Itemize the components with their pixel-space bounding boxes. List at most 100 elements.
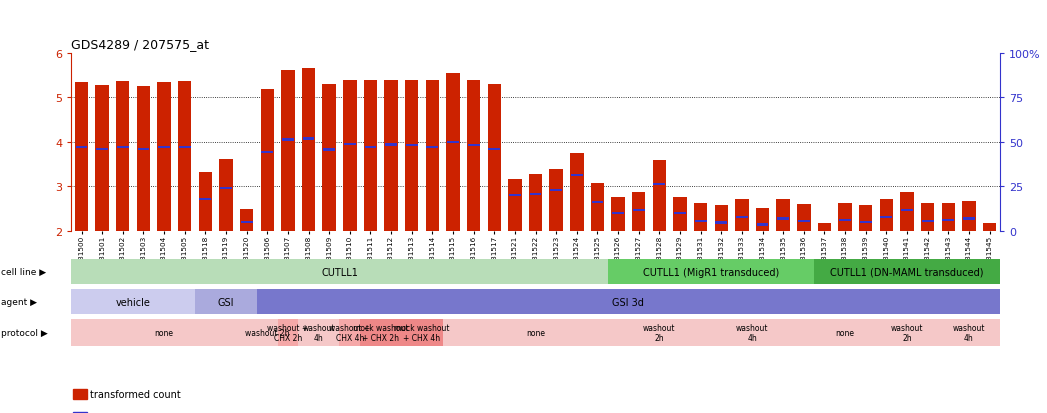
Bar xyxy=(529,175,542,231)
Bar xyxy=(488,85,500,231)
Text: CUTLL1: CUTLL1 xyxy=(321,267,358,277)
Bar xyxy=(322,85,336,231)
Bar xyxy=(199,173,213,231)
Bar xyxy=(879,199,893,231)
Bar xyxy=(195,290,257,314)
Bar xyxy=(757,224,768,226)
Text: CUTLL1 (MigR1 transduced): CUTLL1 (MigR1 transduced) xyxy=(643,267,779,277)
Bar xyxy=(881,216,892,219)
Bar xyxy=(694,204,708,231)
Bar xyxy=(551,189,562,192)
Text: vehicle: vehicle xyxy=(115,297,151,307)
Bar xyxy=(735,199,749,231)
Bar xyxy=(75,147,87,149)
Text: none: none xyxy=(836,328,854,337)
Bar xyxy=(360,320,401,346)
Text: cell line ▶: cell line ▶ xyxy=(1,268,46,277)
Bar xyxy=(652,160,666,231)
Bar xyxy=(819,237,830,239)
Text: washout +
CHX 4h: washout + CHX 4h xyxy=(329,323,371,342)
Text: GSI 3d: GSI 3d xyxy=(612,297,644,307)
Text: percentile rank within the sample: percentile rank within the sample xyxy=(90,412,255,413)
Bar xyxy=(632,209,645,211)
Bar xyxy=(137,148,150,151)
Bar xyxy=(818,223,831,231)
Bar xyxy=(343,80,357,231)
Bar xyxy=(673,197,687,231)
Bar xyxy=(900,192,914,231)
Bar xyxy=(257,320,277,346)
Bar xyxy=(611,197,625,231)
Bar xyxy=(690,320,815,346)
Bar xyxy=(859,206,872,231)
Bar xyxy=(282,71,294,231)
Bar xyxy=(220,188,231,190)
Bar xyxy=(302,68,315,231)
Text: washout
4h: washout 4h xyxy=(736,323,768,342)
Bar xyxy=(405,80,419,231)
Bar xyxy=(447,142,459,144)
Bar xyxy=(798,220,809,223)
Bar xyxy=(860,221,872,223)
Bar xyxy=(426,81,439,231)
Bar xyxy=(612,212,624,215)
Bar xyxy=(117,146,129,149)
Bar xyxy=(406,145,418,147)
Text: washout 2h: washout 2h xyxy=(245,328,290,337)
Bar xyxy=(468,145,480,147)
Text: GDS4289 / 207575_at: GDS4289 / 207575_at xyxy=(71,38,209,51)
Bar xyxy=(674,212,686,215)
Text: washout +
CHX 2h: washout + CHX 2h xyxy=(267,323,309,342)
Text: washout
4h: washout 4h xyxy=(303,323,335,342)
Text: washout
4h: washout 4h xyxy=(953,323,985,342)
Bar xyxy=(339,320,360,346)
Text: washout
2h: washout 2h xyxy=(643,323,675,342)
Bar xyxy=(240,210,253,231)
Text: CUTLL1 (DN-MAML transduced): CUTLL1 (DN-MAML transduced) xyxy=(830,267,984,277)
Bar xyxy=(571,175,583,177)
Bar xyxy=(282,139,294,142)
Bar xyxy=(241,221,252,223)
Bar xyxy=(736,216,748,219)
Bar xyxy=(443,320,628,346)
Text: washout
2h: washout 2h xyxy=(891,323,923,342)
Bar xyxy=(963,218,975,220)
Bar xyxy=(508,179,521,231)
Bar xyxy=(756,208,770,231)
Bar xyxy=(653,183,665,186)
Bar xyxy=(571,154,583,231)
Bar xyxy=(530,193,541,196)
Bar xyxy=(178,82,192,231)
Bar xyxy=(384,80,398,231)
Bar xyxy=(921,220,934,223)
Bar xyxy=(343,143,356,146)
Bar xyxy=(71,320,257,346)
Bar xyxy=(921,204,934,231)
Bar xyxy=(695,220,707,223)
Text: mock washout
+ CHX 2h: mock washout + CHX 2h xyxy=(353,323,408,342)
Bar xyxy=(592,201,603,204)
Bar xyxy=(984,237,996,239)
Bar xyxy=(157,83,171,231)
Bar xyxy=(71,290,195,314)
Bar xyxy=(777,218,789,220)
Bar xyxy=(116,82,130,231)
Bar xyxy=(158,147,170,149)
Bar xyxy=(74,83,88,231)
Bar xyxy=(942,219,954,222)
Bar xyxy=(199,199,211,201)
Bar xyxy=(938,320,1000,346)
Bar xyxy=(715,222,728,224)
Bar xyxy=(298,320,339,346)
Bar xyxy=(962,201,976,231)
Bar xyxy=(262,152,273,154)
Bar xyxy=(257,290,1000,314)
Bar xyxy=(815,260,1000,285)
Text: GSI: GSI xyxy=(218,297,235,307)
Bar xyxy=(550,170,563,231)
Bar xyxy=(219,159,232,231)
Text: mock washout
+ CHX 4h: mock washout + CHX 4h xyxy=(395,323,450,342)
Bar xyxy=(401,320,443,346)
Bar xyxy=(261,90,274,231)
Bar xyxy=(714,206,728,231)
